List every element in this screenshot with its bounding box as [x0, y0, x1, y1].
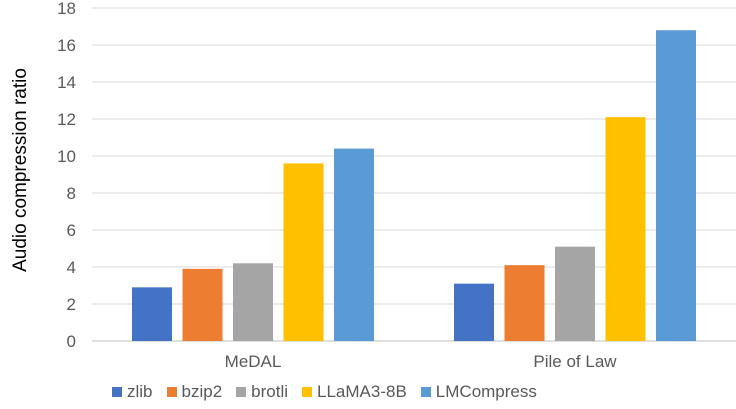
- legend-item: zlib: [112, 382, 153, 402]
- bar-bzip2-medal: [182, 268, 223, 341]
- y-tick-label: 18: [57, 0, 76, 18]
- y-tick-label: 6: [67, 221, 76, 240]
- legend-swatch: [236, 387, 247, 397]
- bar-bzip2-pile-of-law: [504, 265, 545, 341]
- bar-brotli-medal: [233, 263, 273, 341]
- legend-swatch: [302, 387, 313, 397]
- y-tick-label: 4: [67, 258, 76, 277]
- bar-zlib-medal: [132, 287, 172, 341]
- legend-swatch: [420, 387, 431, 397]
- y-tick-label: 14: [57, 73, 76, 92]
- y-tick-label: 10: [57, 147, 76, 166]
- y-tick-labels: 0 2 4 6 8 10 12 14 16 18: [57, 0, 76, 351]
- y-tick-label: 2: [67, 295, 76, 314]
- legend-item: LMCompress: [420, 382, 537, 402]
- legend-label: zlib: [127, 382, 153, 401]
- legend-label: brotli: [251, 382, 289, 401]
- bar-llama3-8b-medal: [283, 163, 324, 341]
- bar-llama3-8b-pile-of-law: [605, 117, 646, 342]
- bar-lmcompress-pile-of-law: [656, 30, 696, 341]
- legend-label: LMCompress: [435, 382, 537, 401]
- legend-label: LLaMA3-8B: [317, 382, 407, 401]
- y-tick-label: 8: [67, 184, 76, 203]
- legend-item: LLaMA3-8B: [302, 382, 407, 402]
- x-tick-labels: MeDAL Pile of Law: [225, 352, 618, 371]
- legend-swatch: [166, 387, 177, 397]
- y-tick-label: 0: [67, 332, 76, 351]
- bars: [132, 30, 696, 342]
- legend-item: brotli: [236, 382, 288, 402]
- legend-swatch: [112, 387, 122, 397]
- y-axis-label: Audio compression ratio: [10, 68, 31, 272]
- y-tick-label: 16: [57, 36, 76, 55]
- bar-brotli-pile-of-law: [555, 246, 595, 341]
- bar-zlib-pile-of-law: [454, 283, 494, 341]
- legend-label: bzip2: [181, 382, 223, 401]
- x-tick-label: Pile of Law: [533, 352, 617, 371]
- legend-item: bzip2: [166, 382, 223, 402]
- bar-lmcompress-medal: [334, 148, 374, 341]
- x-tick-label: MeDAL: [225, 352, 282, 371]
- legend: zlib bzip2 brotli LLaMA3-8B LMCompress: [112, 382, 551, 402]
- y-tick-label: 12: [57, 110, 76, 129]
